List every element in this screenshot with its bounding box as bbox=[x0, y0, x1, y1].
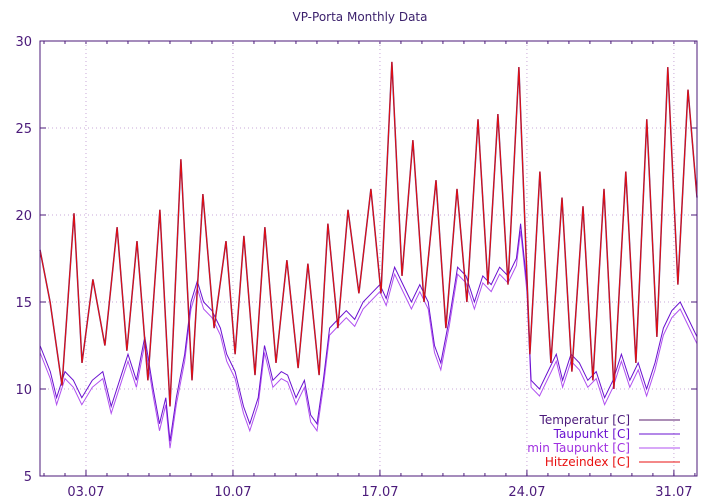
legend-label: Temperatur [C] bbox=[539, 413, 630, 427]
x-tick-label: 17.07 bbox=[361, 485, 398, 500]
series-taupunkt bbox=[39, 223, 698, 442]
legend-label: Hitzeindex [C] bbox=[545, 455, 630, 469]
chart-title: VP-Porta Monthly Data bbox=[292, 10, 428, 24]
plot-frame bbox=[39, 40, 698, 477]
y-tick-label: 10 bbox=[15, 383, 32, 398]
y-tick-label: 30 bbox=[15, 35, 32, 50]
legend-label: min Taupunkt [C] bbox=[527, 441, 630, 455]
y-tick-label: 25 bbox=[15, 122, 32, 137]
series-min-taupunkt bbox=[39, 230, 698, 449]
y-tick-label: 5 bbox=[24, 470, 32, 485]
x-tick-label: 24.07 bbox=[508, 485, 545, 500]
x-tick-label: 31.07 bbox=[655, 485, 692, 500]
y-tick-label: 20 bbox=[15, 209, 32, 224]
y-tick-label: 15 bbox=[15, 296, 32, 311]
x-tick-label: 10.07 bbox=[214, 485, 251, 500]
x-tick-label: 03.07 bbox=[67, 485, 104, 500]
series-temperatur bbox=[39, 61, 698, 407]
series-hitzeindex bbox=[39, 61, 698, 407]
legend-label: Taupunkt [C] bbox=[553, 427, 630, 441]
